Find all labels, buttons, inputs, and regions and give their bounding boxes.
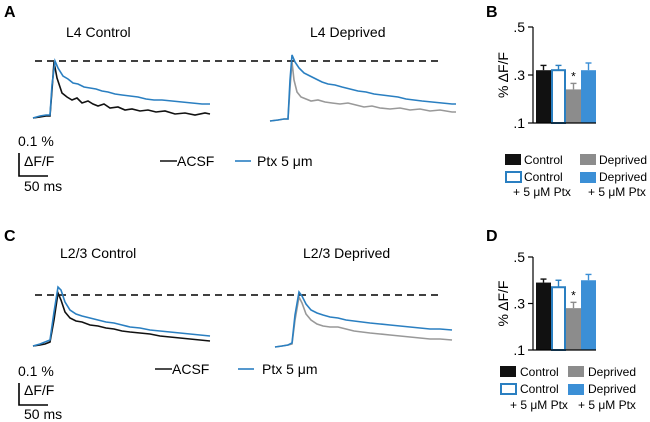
bar-b-3 bbox=[581, 70, 596, 123]
scalebar-top bbox=[18, 153, 48, 177]
bar-legend-control-label-top: Control bbox=[524, 153, 563, 167]
y-axis-label-d: % ΔF/F bbox=[495, 281, 511, 327]
legend-acsf-label-bottom: ACSF bbox=[172, 361, 209, 377]
y-tick-label-d: .1 bbox=[513, 342, 525, 358]
y-axis-label-b: % ΔF/F bbox=[495, 52, 511, 98]
bar-legend-control-ptx-label2-bottom: + 5 μM Ptx bbox=[510, 398, 568, 412]
bar-legend-deprived-label-bottom: Deprived bbox=[588, 365, 636, 379]
panel-letter-b: B bbox=[486, 4, 498, 21]
bar-legend-control-label-bottom: Control bbox=[520, 365, 559, 379]
y-tick-label-b: .5 bbox=[513, 19, 525, 35]
bar-legend-control-swatch-top bbox=[505, 154, 521, 165]
trace-l23-deprived-ptx bbox=[274, 290, 453, 348]
trace-l23-control-ptx bbox=[32, 285, 211, 347]
panel-letter-a: A bbox=[4, 4, 16, 21]
bar-legend-control-ptx-swatch-top bbox=[505, 171, 522, 183]
bar-legend-deprived-label-top: Deprived bbox=[599, 153, 647, 167]
trace-title-l23-deprived: L2/3 Deprived bbox=[303, 245, 390, 261]
scalebar-unit-bottom: ΔF/F bbox=[24, 382, 54, 398]
trace-title-l23-control: L2/3 Control bbox=[60, 245, 136, 261]
bar-legend-deprived-ptx-label1-top: Deprived bbox=[599, 170, 647, 184]
bar-legend-control-ptx-swatch-bottom bbox=[500, 383, 517, 395]
bar-d-1 bbox=[551, 286, 566, 352]
significance-star-d-2: * bbox=[571, 288, 576, 302]
bar-d-2 bbox=[566, 308, 581, 350]
scalebar-unit-top: ΔF/F bbox=[24, 153, 54, 169]
bar-b-0 bbox=[536, 70, 551, 123]
bar-d-3 bbox=[581, 280, 596, 350]
bar-legend-control-ptx-label1-bottom: Control bbox=[520, 382, 559, 396]
y-tick-label-d: .3 bbox=[513, 296, 525, 312]
y-tick-label-b: .3 bbox=[513, 67, 525, 83]
legend-ptx-label-bottom: Ptx 5 μm bbox=[262, 361, 318, 377]
bar-legend-deprived-ptx-label2-top: + 5 μM Ptx bbox=[588, 185, 646, 199]
legend-ptx-label-top: Ptx 5 μm bbox=[257, 153, 313, 169]
bar-d-0 bbox=[536, 282, 551, 350]
trace-title-l4-control: L4 Control bbox=[66, 24, 131, 40]
bar-b-2 bbox=[566, 89, 581, 123]
trace-title-l4-deprived: L4 Deprived bbox=[310, 24, 386, 40]
significance-star-b-2: * bbox=[571, 69, 576, 83]
trace-l23-control-acsf bbox=[32, 290, 211, 347]
scalebar-amp-bottom: 0.1 % bbox=[18, 363, 54, 379]
bar-legend-control-ptx-label1-top: Control bbox=[524, 170, 563, 184]
bar-chart-b: .1 .3 .5 % ΔF/F * bbox=[495, 19, 596, 131]
y-tick-label-d: .5 bbox=[513, 249, 525, 265]
bar-legend-deprived-ptx-label2-bottom: + 5 μM Ptx bbox=[578, 398, 636, 412]
bar-legend-deprived-swatch-bottom bbox=[568, 366, 584, 377]
trace-l4-control-ptx bbox=[32, 57, 210, 119]
scalebar-amp-top: 0.1 % bbox=[18, 133, 54, 149]
panel-letter-d: D bbox=[486, 228, 498, 245]
trace-l4-deprived-ptx bbox=[269, 54, 456, 122]
scalebar-time-bottom: 50 ms bbox=[24, 406, 62, 422]
bar-legend-deprived-ptx-label1-bottom: Deprived bbox=[588, 382, 636, 396]
scalebar-bottom bbox=[18, 383, 48, 406]
panel-letter-c: C bbox=[4, 228, 16, 245]
scalebar-time-top: 50 ms bbox=[24, 178, 62, 194]
y-tick-label-b: .1 bbox=[513, 115, 525, 131]
bar-legend-control-ptx-label2-top: + 5 μM Ptx bbox=[513, 185, 571, 199]
bar-legend-deprived-swatch-top bbox=[580, 154, 596, 165]
bar-b-1 bbox=[551, 69, 566, 124]
bar-chart-d: .1 .3 .5% ΔF/F * bbox=[495, 249, 596, 358]
bar-legend-control-swatch-bottom bbox=[500, 366, 516, 377]
legend-acsf-label-top: ACSF bbox=[177, 153, 214, 169]
bar-legend-deprived-ptx-swatch-bottom bbox=[568, 384, 584, 395]
bar-legend-deprived-ptx-swatch-top bbox=[580, 172, 596, 183]
